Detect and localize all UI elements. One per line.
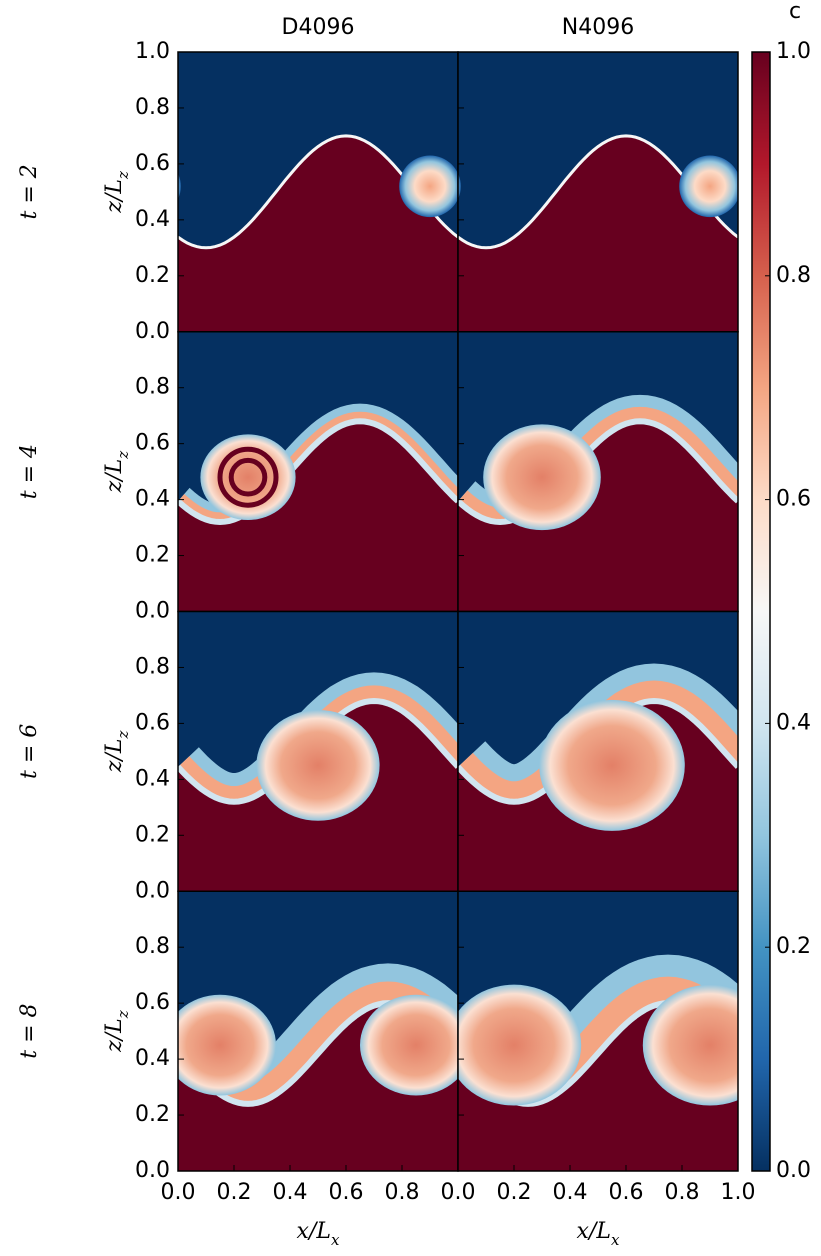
x-axis-label: x/Lx bbox=[577, 1219, 620, 1249]
colorbar-tick-label: 0.4 bbox=[776, 710, 811, 735]
y-tick-label: 0.8 bbox=[135, 95, 170, 120]
vortex-ring bbox=[217, 446, 279, 508]
vortex bbox=[200, 434, 296, 521]
y-tick-label: 0.2 bbox=[135, 1102, 170, 1127]
lower-fluid bbox=[458, 421, 738, 612]
y-tick-label: 0.0 bbox=[135, 319, 170, 344]
colorbar-tick-label: 0.0 bbox=[776, 1158, 811, 1183]
vortex bbox=[256, 709, 380, 821]
panel bbox=[177, 51, 459, 333]
colorbar-tick-label: 0.6 bbox=[776, 487, 811, 512]
y-tick-label: 0.0 bbox=[135, 878, 170, 903]
x-tick-label: 0.0 bbox=[441, 1180, 476, 1205]
y-tick-label: 0.4 bbox=[135, 207, 170, 232]
y-tick-label: 0.0 bbox=[135, 599, 170, 624]
vortex bbox=[539, 699, 685, 831]
x-axis-label: x/Lx bbox=[297, 1219, 340, 1249]
y-axis-label: z/Lz bbox=[102, 1010, 132, 1053]
panel bbox=[177, 890, 459, 1172]
y-tick-label: 0.6 bbox=[135, 151, 170, 176]
x-tick-label: 0.6 bbox=[609, 1180, 644, 1205]
y-tick-label: 0.8 bbox=[135, 654, 170, 679]
field-image bbox=[178, 52, 458, 332]
y-tick-label: 0.0 bbox=[135, 1158, 170, 1183]
interface bbox=[458, 418, 738, 526]
x-tick-label: 0.4 bbox=[273, 1180, 308, 1205]
vortex bbox=[679, 155, 738, 218]
lower-fluid bbox=[178, 421, 458, 612]
y-tick-label: 0.2 bbox=[135, 543, 170, 568]
y-tick-label: 0.6 bbox=[135, 990, 170, 1015]
field-image bbox=[458, 52, 738, 332]
lower-fluid bbox=[178, 135, 458, 332]
x-tick-label: 0.8 bbox=[665, 1180, 700, 1205]
y-tick-label: 0.4 bbox=[135, 1046, 170, 1071]
x-tick-label: 1.0 bbox=[721, 1180, 756, 1205]
lower-fluid bbox=[458, 135, 738, 332]
vortex bbox=[642, 984, 738, 1106]
colorbar-tick-label: 0.8 bbox=[776, 263, 811, 288]
x-tick-label: 0.0 bbox=[161, 1180, 196, 1205]
colorbar-label: c bbox=[789, 0, 801, 24]
x-tick-label: 0.2 bbox=[217, 1180, 252, 1205]
y-tick-label: 0.4 bbox=[135, 766, 170, 791]
vortex bbox=[483, 424, 601, 531]
vortex bbox=[178, 994, 276, 1096]
field-image bbox=[178, 331, 458, 612]
x-tick-label: 0.4 bbox=[553, 1180, 588, 1205]
panel bbox=[177, 610, 459, 892]
row-label: t = 2 bbox=[17, 164, 42, 219]
vortex bbox=[360, 994, 458, 1096]
panel bbox=[457, 890, 739, 1172]
y-tick-label: 0.8 bbox=[135, 934, 170, 959]
vortex-ring bbox=[228, 457, 268, 497]
panel bbox=[457, 610, 739, 892]
panel bbox=[177, 331, 459, 613]
colorbar-tick-label: 0.2 bbox=[776, 934, 811, 959]
panel bbox=[457, 331, 739, 613]
panel-frame bbox=[457, 890, 739, 1172]
x-tick-label: 0.8 bbox=[385, 1180, 420, 1205]
colorbar bbox=[751, 51, 771, 1172]
y-tick-label: 0.6 bbox=[135, 710, 170, 735]
row-label: t = 8 bbox=[17, 1003, 42, 1058]
interface bbox=[178, 418, 458, 526]
y-tick-label: 0.2 bbox=[135, 822, 170, 847]
y-axis-label: z/Lz bbox=[102, 731, 132, 774]
field-image bbox=[458, 331, 738, 612]
y-axis-label: z/Lz bbox=[102, 171, 132, 214]
field-image bbox=[458, 891, 738, 1171]
y-tick-label: 0.2 bbox=[135, 263, 170, 288]
y-tick-label: 0.4 bbox=[135, 487, 170, 512]
y-tick-label: 0.8 bbox=[135, 375, 170, 400]
y-tick-label: 1.0 bbox=[135, 39, 170, 64]
column-title: N4096 bbox=[562, 15, 634, 40]
vortex bbox=[458, 984, 582, 1106]
x-tick-label: 0.6 bbox=[329, 1180, 364, 1205]
field-image bbox=[178, 891, 458, 1171]
vortex bbox=[399, 155, 458, 218]
column-title: D4096 bbox=[282, 15, 355, 40]
panel bbox=[457, 51, 739, 333]
field-image bbox=[458, 611, 738, 892]
row-label: t = 6 bbox=[17, 724, 42, 779]
row-label: t = 4 bbox=[17, 444, 42, 499]
y-axis-label: z/Lz bbox=[102, 451, 132, 494]
colorbar-tick-label: 1.0 bbox=[776, 39, 811, 64]
y-tick-label: 0.6 bbox=[135, 431, 170, 456]
x-tick-label: 0.2 bbox=[497, 1180, 532, 1205]
field-image bbox=[178, 611, 458, 892]
